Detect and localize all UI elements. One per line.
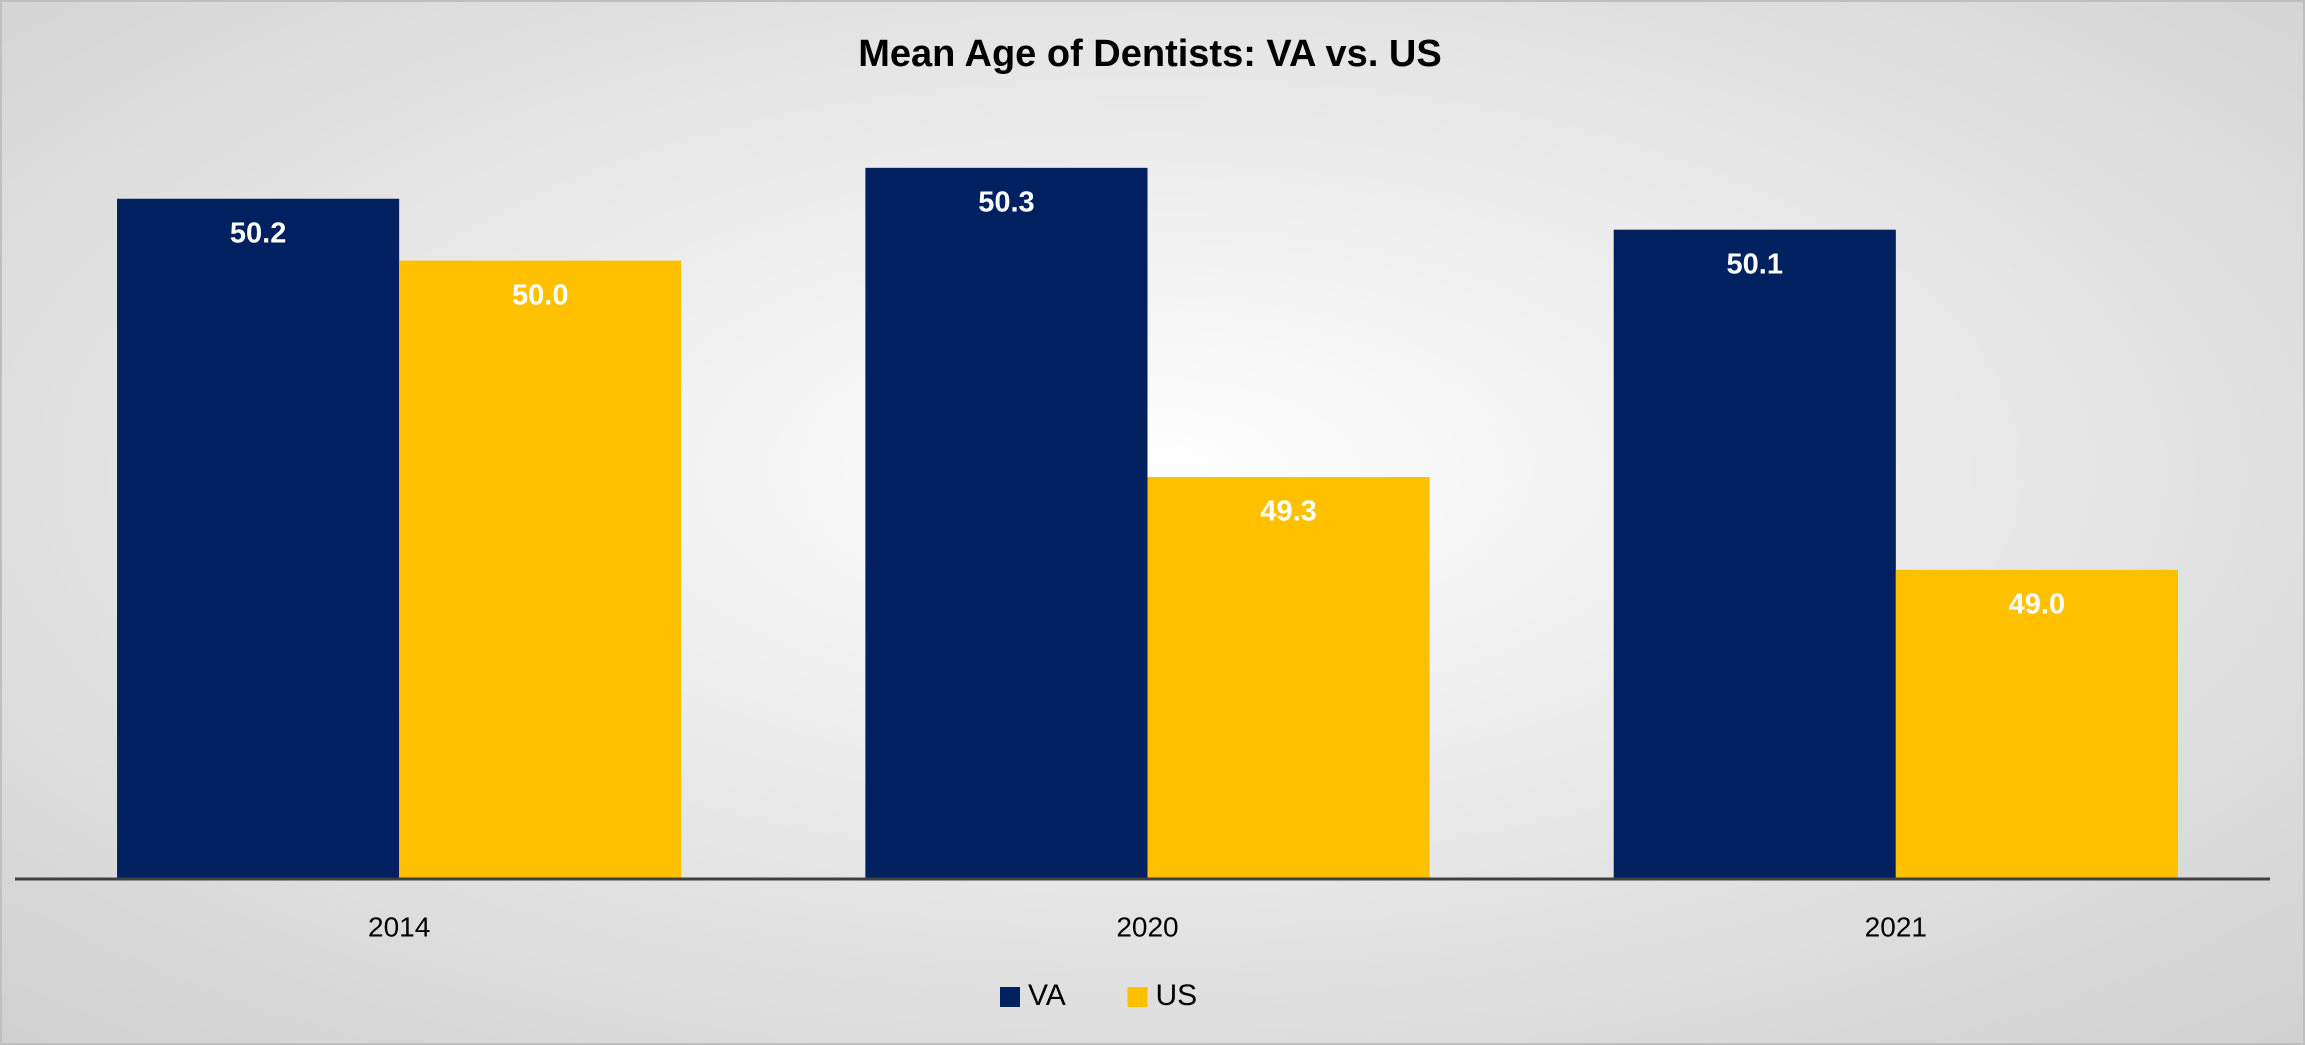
- data-label: 50.0: [512, 279, 568, 311]
- chart-title: Mean Age of Dentists: VA vs. US: [858, 33, 1441, 75]
- bar: [1895, 569, 2178, 879]
- legend-label: US: [1156, 979, 1198, 1012]
- data-label: 49.0: [2009, 588, 2065, 620]
- x-tick-label: 2020: [1116, 911, 1178, 942]
- data-label: 50.3: [978, 186, 1034, 218]
- bar: [399, 260, 682, 880]
- bar: [1613, 229, 1896, 879]
- bar: [865, 167, 1148, 880]
- bar: [117, 198, 400, 879]
- x-tick-label: 2021: [1865, 911, 1927, 942]
- x-tick-label: 2014: [368, 911, 430, 942]
- data-label: 49.3: [1260, 496, 1316, 528]
- data-label: 50.1: [1727, 248, 1783, 280]
- legend-swatch: [1000, 987, 1020, 1007]
- legend-label: VA: [1028, 979, 1066, 1012]
- bar: [1147, 477, 1430, 879]
- data-label: 50.2: [230, 217, 286, 249]
- legend-swatch: [1127, 987, 1148, 1007]
